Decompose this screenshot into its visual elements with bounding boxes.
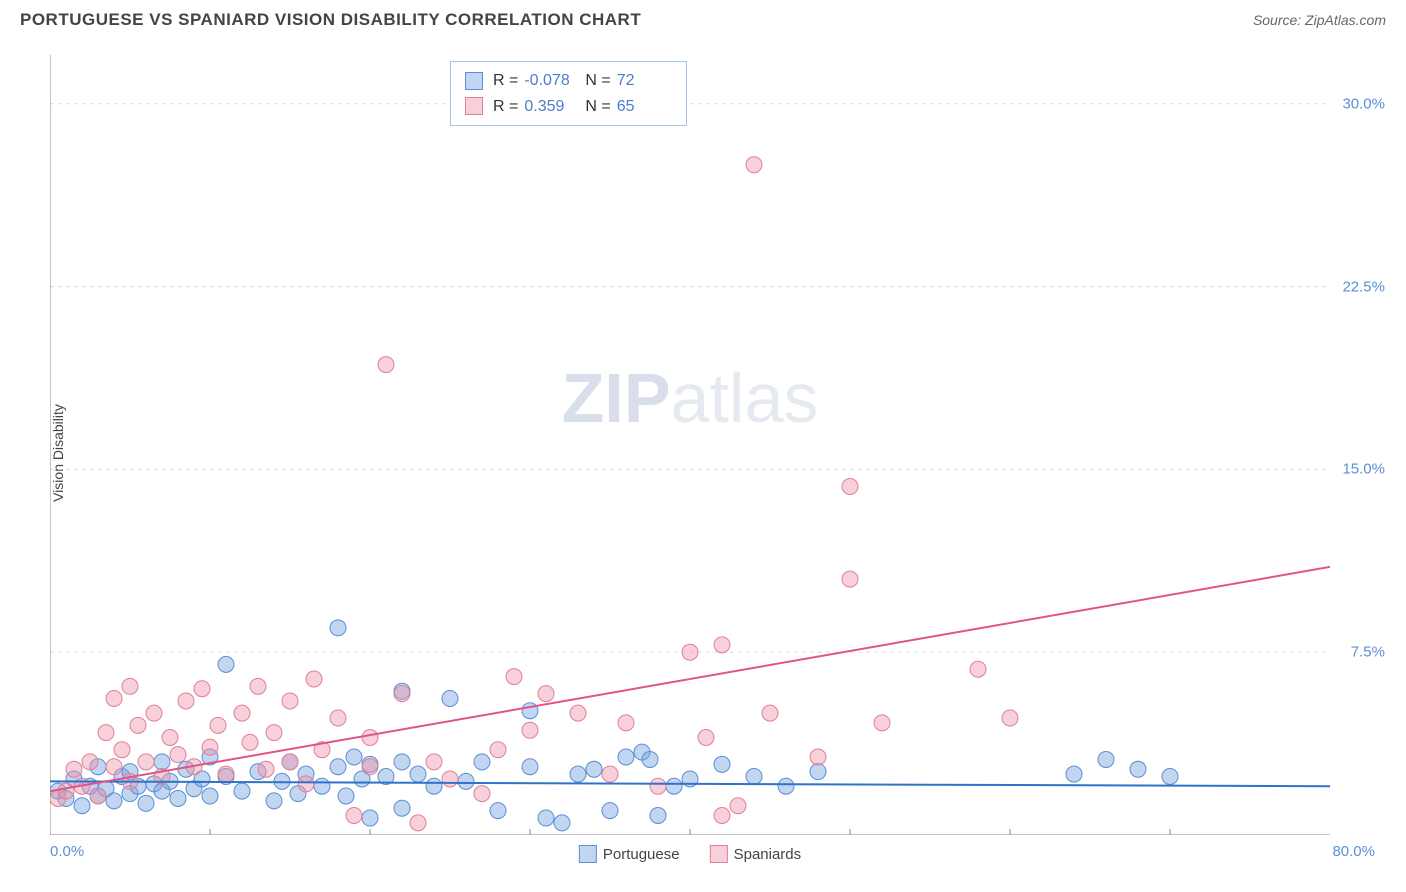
- stats-legend: R = -0.078N = 72R = 0.359N = 65: [450, 61, 687, 126]
- stat-row: R = 0.359N = 65: [465, 94, 672, 120]
- y-tick-label: 22.5%: [1342, 278, 1385, 295]
- bottom-legend: Portuguese Spaniards: [579, 845, 801, 863]
- chart-area: Vision Disability ZIPatlas R = -0.078N =…: [50, 55, 1330, 835]
- source-label: Source: ZipAtlas.com: [1253, 12, 1386, 28]
- legend-item: Portuguese: [579, 845, 680, 863]
- y-tick-label: 30.0%: [1342, 95, 1385, 112]
- y-tick-label: 15.0%: [1342, 461, 1385, 478]
- scatter-plot: [50, 55, 1330, 835]
- x-tick-max: 80.0%: [1332, 843, 1375, 860]
- x-tick-min: 0.0%: [50, 843, 84, 860]
- y-tick-label: 7.5%: [1351, 644, 1385, 661]
- stat-row: R = -0.078N = 72: [465, 68, 672, 94]
- chart-title: PORTUGUESE VS SPANIARD VISION DISABILITY…: [20, 10, 641, 30]
- legend-item: Spaniards: [710, 845, 802, 863]
